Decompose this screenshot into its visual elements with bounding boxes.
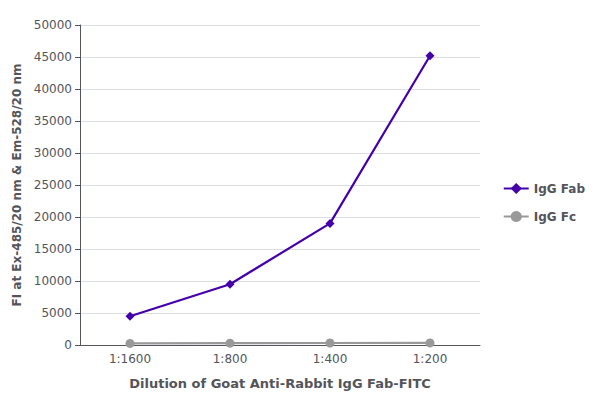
svg-text:40000: 40000 [34,82,72,96]
svg-text:5000: 5000 [41,306,72,320]
svg-text:25000: 25000 [34,178,72,192]
svg-text:0: 0 [64,338,72,352]
svg-text:1:800: 1:800 [213,352,248,366]
svg-text:Dilution of Goat Anti-Rabbit I: Dilution of Goat Anti-Rabbit IgG Fab-FIT… [129,376,431,391]
svg-text:15000: 15000 [34,242,72,256]
svg-text:35000: 35000 [34,114,72,128]
svg-text:30000: 30000 [34,146,72,160]
svg-text:FI at Ex-485/20 nm & Em-528/20: FI at Ex-485/20 nm & Em-528/20 nm [10,64,24,307]
svg-text:1:400: 1:400 [313,352,348,366]
svg-text:IgG Fc: IgG Fc [534,210,576,224]
svg-text:50000: 50000 [34,18,72,32]
svg-text:20000: 20000 [34,210,72,224]
svg-text:10000: 10000 [34,274,72,288]
svg-text:1:200: 1:200 [413,352,448,366]
svg-text:1:1600: 1:1600 [109,352,151,366]
svg-text:IgG Fab: IgG Fab [534,182,586,196]
svg-text:45000: 45000 [34,50,72,64]
